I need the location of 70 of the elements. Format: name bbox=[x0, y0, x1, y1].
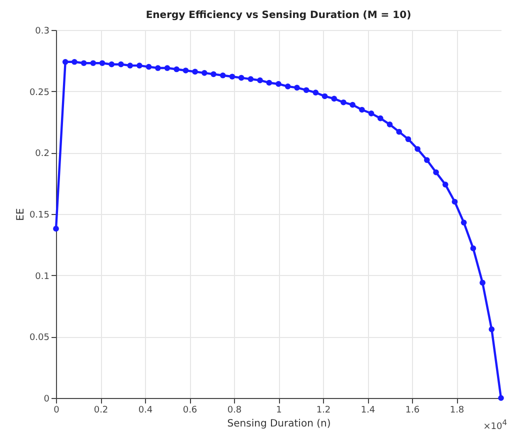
x-tick-label: 1.2 bbox=[316, 406, 331, 416]
y-tick-label: 0 bbox=[44, 394, 50, 404]
point bbox=[377, 115, 384, 122]
point bbox=[201, 70, 208, 76]
point bbox=[312, 90, 319, 96]
point bbox=[414, 146, 420, 152]
point bbox=[405, 136, 412, 142]
point bbox=[192, 68, 198, 75]
point bbox=[164, 65, 170, 71]
x-tick-label: 1 bbox=[276, 406, 282, 416]
point bbox=[266, 80, 272, 86]
point bbox=[480, 280, 486, 286]
point bbox=[154, 65, 161, 71]
text: ×10$^{4}$ bbox=[483, 418, 507, 432]
point bbox=[294, 84, 300, 91]
y-tick-label: 0.25 bbox=[29, 88, 50, 98]
point bbox=[210, 71, 216, 78]
point bbox=[350, 102, 356, 108]
point bbox=[284, 84, 291, 90]
point bbox=[424, 157, 430, 163]
x-tick-label: 0 bbox=[54, 406, 60, 416]
chart-title: Energy Efficiency vs Sensing Duration (M = 10) bbox=[146, 10, 412, 21]
point bbox=[72, 58, 78, 65]
y-tick-label: 0.2 bbox=[35, 149, 50, 160]
x-tick-label: 0.4 bbox=[138, 406, 153, 416]
y-tick-label: 0.15 bbox=[29, 210, 50, 220]
x-tick-label: 0.8 bbox=[227, 406, 242, 416]
point bbox=[174, 66, 180, 72]
point bbox=[396, 128, 402, 135]
point bbox=[276, 81, 282, 87]
point bbox=[368, 110, 374, 116]
point bbox=[460, 220, 467, 226]
x-tick-label: 0.2 bbox=[94, 406, 108, 416]
point bbox=[238, 74, 244, 81]
point bbox=[182, 68, 189, 74]
x-axis-title: Sensing Duration (n) bbox=[227, 418, 331, 430]
point bbox=[80, 60, 87, 66]
x-tick-label: 0.6 bbox=[182, 406, 198, 416]
x-tick-label: 1.8 bbox=[450, 406, 464, 416]
point bbox=[386, 122, 393, 128]
point bbox=[488, 326, 495, 332]
point bbox=[322, 93, 328, 100]
point bbox=[146, 64, 152, 70]
point bbox=[136, 62, 142, 68]
y-tick-label: 0.05 bbox=[29, 333, 50, 344]
point bbox=[452, 198, 458, 205]
point bbox=[108, 61, 115, 68]
y-tick-label: 0.3 bbox=[35, 26, 50, 36]
point bbox=[359, 106, 365, 113]
point bbox=[118, 61, 124, 68]
point bbox=[127, 62, 134, 68]
x-tick-label: 1.4 bbox=[360, 406, 376, 416]
point bbox=[257, 77, 263, 84]
point bbox=[470, 245, 476, 252]
point bbox=[220, 72, 226, 78]
point bbox=[433, 169, 439, 176]
point bbox=[340, 99, 346, 106]
point bbox=[303, 87, 310, 94]
x-tick-label: 1.6 bbox=[405, 406, 420, 416]
point bbox=[62, 58, 68, 65]
point bbox=[248, 76, 254, 82]
point bbox=[331, 96, 338, 102]
y-axis-title: EE bbox=[15, 208, 26, 221]
point bbox=[498, 395, 504, 401]
y-tick-label: 0.1 bbox=[35, 272, 50, 282]
point bbox=[90, 60, 96, 66]
point bbox=[53, 226, 59, 232]
point bbox=[229, 74, 236, 80]
point bbox=[99, 60, 106, 66]
point bbox=[442, 182, 448, 188]
